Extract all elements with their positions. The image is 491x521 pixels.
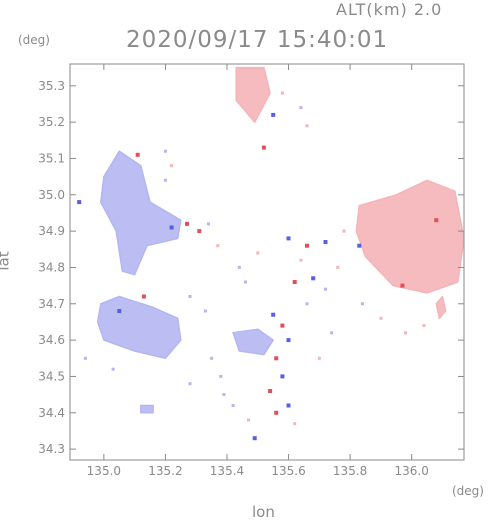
echo-region-approaching <box>232 328 274 356</box>
y-tick-label: 34.7 <box>38 297 65 311</box>
echo-speckle <box>244 280 247 284</box>
echo-cell-strong_receding <box>268 389 273 393</box>
echo-speckle <box>188 382 192 386</box>
echo-cell-strong_receding <box>135 152 140 157</box>
echo-speckle <box>422 324 426 328</box>
echo-regions <box>96 66 464 414</box>
echo-speckle <box>330 331 334 335</box>
y-tick-label: 35.3 <box>38 79 65 93</box>
echo-cell-strong_approaching <box>271 112 276 117</box>
echo-cell-strong_receding <box>141 294 146 299</box>
echo-speckle <box>305 302 309 306</box>
echo-speckle <box>336 265 340 269</box>
x-tick-label: 135.6 <box>271 464 305 478</box>
echo-cell-strong_approaching <box>311 276 316 281</box>
echo-speckle <box>210 356 214 360</box>
x-tick-label: 136.0 <box>394 464 428 478</box>
y-axis-unit: (deg) <box>18 33 50 47</box>
echo-speckle <box>83 356 87 360</box>
echo-cell-strong_approaching <box>357 243 362 248</box>
echo-cell-strong_approaching <box>323 240 328 244</box>
x-tick-label: 135.2 <box>148 464 182 478</box>
echo-speckle <box>203 309 207 313</box>
echo-speckle <box>219 374 223 378</box>
echo-cell-strong_approaching <box>271 312 276 317</box>
echo-speckle <box>360 302 364 306</box>
echo-speckle <box>163 178 167 182</box>
echo-speckle <box>188 295 192 298</box>
echo-speckle <box>207 222 210 226</box>
plot-frame <box>69 63 465 461</box>
y-tick-label: 34.5 <box>38 369 65 383</box>
echo-cell-strong_receding <box>305 243 309 248</box>
timestamp-title: 2020/09/17 15:40:01 <box>126 27 389 53</box>
y-tick-label: 34.8 <box>38 260 65 274</box>
echo-cell-strong_approaching <box>77 200 82 205</box>
y-tick-label: 34.9 <box>38 224 65 238</box>
x-tick-label: 135.4 <box>210 464 244 478</box>
echo-cell-strong_approaching <box>286 236 291 241</box>
echo-region-approaching <box>96 295 182 360</box>
x-tick-label: 135.8 <box>333 464 367 478</box>
echo-speckle <box>222 393 226 397</box>
echo-speckle <box>111 367 115 371</box>
echo-cell-strong_receding <box>185 221 189 226</box>
altitude-label: ALT(km) 2.0 <box>336 0 443 19</box>
axis-ticks: 135.0 135.2 135.4 135.6 135.8 136.0 34.3 34.4 34… <box>38 64 464 478</box>
x-axis-title: lon <box>252 503 275 521</box>
y-tick-label: 34.3 <box>38 442 65 456</box>
echo-speckle <box>170 164 174 168</box>
echo-speckle <box>324 287 327 291</box>
y-tick-label: 34.4 <box>38 406 65 420</box>
echo-speckle <box>280 91 284 95</box>
y-tick-label: 35.0 <box>38 188 65 202</box>
echo-speckle <box>305 124 309 128</box>
y-tick-label: 35.1 <box>38 151 65 165</box>
y-tick-label: 35.2 <box>38 115 65 129</box>
echo-region-receding <box>235 66 271 123</box>
echo-speckle <box>247 418 250 422</box>
x-axis-unit: (deg) <box>452 484 484 498</box>
echo-cell-strong_approaching <box>280 374 285 379</box>
echo-region-approaching <box>100 150 182 276</box>
strong-echo-cells <box>77 112 439 441</box>
echo-speckle <box>163 149 167 153</box>
echo-cell-strong_receding <box>274 356 279 361</box>
echo-speckle <box>299 258 303 262</box>
echo-region-receding <box>355 179 464 294</box>
echo-speckle <box>216 244 220 248</box>
echo-speckle <box>404 331 407 335</box>
echo-speckle <box>237 265 241 269</box>
echo-speckle <box>342 229 346 233</box>
echo-speckle <box>317 356 321 360</box>
echo-speckle <box>293 422 297 426</box>
x-tick-label: 135.0 <box>87 464 121 478</box>
echo-region-approaching <box>140 404 154 414</box>
echo-speckle <box>299 106 303 110</box>
y-tick-label: 34.6 <box>38 333 65 347</box>
echo-cell-strong_receding <box>434 218 439 223</box>
echo-cell-strong_receding <box>400 283 405 288</box>
echo-cell-strong_receding <box>280 323 285 328</box>
echo-cell-strong_receding <box>292 280 297 284</box>
echo-cell-strong_approaching <box>117 309 122 313</box>
echo-cell-strong_receding <box>261 145 266 150</box>
echo-cell-strong_approaching <box>252 436 257 441</box>
echo-region-receding <box>435 295 447 320</box>
echo-speckle <box>231 404 235 407</box>
echo-speckle <box>379 316 383 320</box>
echo-cell-strong_receding <box>197 229 202 234</box>
echo-cell-strong_approaching <box>286 403 291 408</box>
echo-speckle <box>256 251 260 255</box>
echo-cell-strong_approaching <box>286 338 291 343</box>
echo-cell-strong_receding <box>274 410 279 415</box>
echo-cell-strong_approaching <box>169 225 174 230</box>
echo-speckles <box>83 91 426 426</box>
